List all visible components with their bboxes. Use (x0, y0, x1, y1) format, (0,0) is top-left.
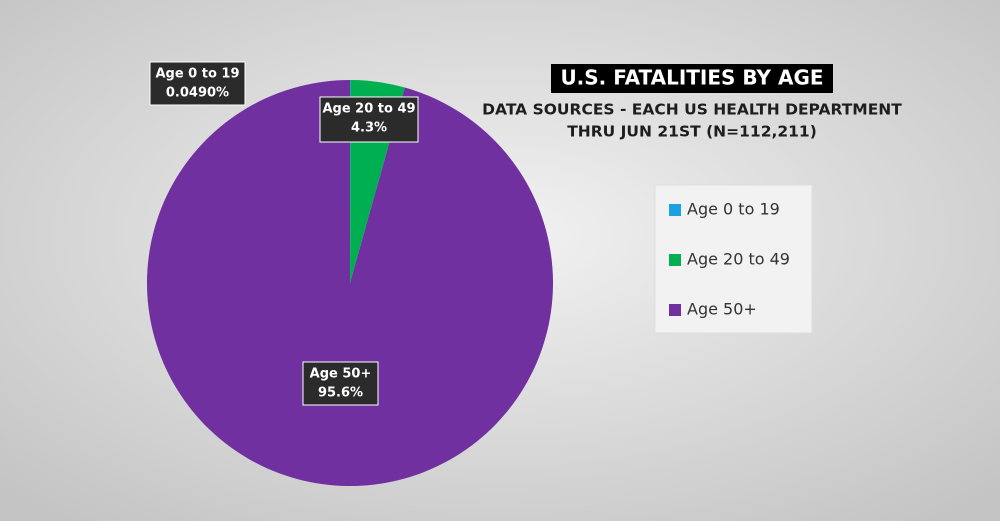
chart-title: U.S. FATALITIES BY AGE (560, 66, 823, 90)
data-label: Age 50+ (310, 367, 372, 382)
legend-label: Age 20 to 49 (687, 250, 790, 269)
legend-label: Age 50+ (687, 300, 757, 319)
data-label: 0.0490% (166, 86, 229, 101)
subtitle: DATA SOURCES - EACH US HEALTH DEPARTMENT (482, 101, 902, 119)
data-label: Age 20 to 49 (322, 102, 415, 117)
title-box (551, 64, 833, 93)
data-label: 95.6% (318, 386, 363, 401)
data-label: 4.3% (351, 121, 387, 136)
legend-label: Age 0 to 19 (687, 200, 780, 219)
subtitle: THRU JUN 21ST (N=112,211) (567, 123, 817, 141)
legend-swatch (669, 304, 681, 316)
legend-swatch (669, 204, 681, 216)
legend-swatch (669, 254, 681, 266)
data-label-box (149, 61, 246, 106)
pie-slice (146, 80, 554, 486)
data-label-box (302, 361, 379, 406)
data-label: Age 0 to 19 (155, 67, 239, 82)
data-label-box (319, 96, 419, 143)
legend-box (654, 184, 813, 334)
